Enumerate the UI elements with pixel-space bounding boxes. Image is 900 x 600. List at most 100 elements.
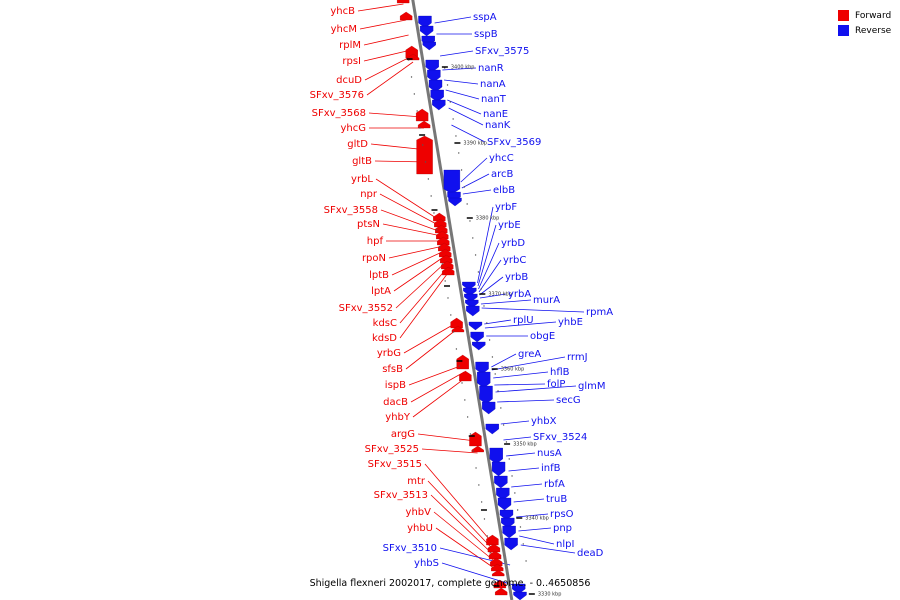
leader-line (366, 61, 414, 96)
leader-line (508, 467, 540, 472)
gene-label-sfxv-3558: SFxv_3558 (324, 205, 378, 216)
gene-label-sfxv-3568: SFxv_3568 (312, 108, 366, 119)
forward-gene-feature (487, 543, 501, 553)
leader-line (451, 124, 486, 143)
reverse-gene-feature (428, 79, 443, 93)
gene-label-lptb: lptB (369, 270, 389, 281)
reverse-gene-feature (513, 591, 527, 600)
gene-label-hflb: hflB (550, 367, 570, 378)
reverse-gene-feature (422, 41, 436, 51)
leader-line (391, 250, 445, 276)
leader-line (379, 193, 441, 227)
reverse-gene-feature (425, 59, 439, 73)
strand-dot (472, 450, 474, 452)
tick-label: 3340 kbp (525, 516, 549, 522)
tick-label: 3360 kbp (501, 367, 525, 373)
strand-dot (427, 178, 430, 180)
leader-line (519, 535, 555, 545)
reverse-gene-feature (470, 331, 484, 343)
strand-dot (410, 76, 413, 78)
gene-label-yhbv: yhbV (406, 507, 432, 518)
strand-dot (441, 263, 444, 265)
leader-line (447, 99, 482, 115)
gene-label-secg: secG (556, 395, 581, 406)
legend-label-reverse: Reverse (855, 25, 892, 36)
reverse-gene-feature (427, 69, 441, 83)
strand-dot (472, 237, 474, 239)
strand-dot (469, 433, 472, 435)
leader-line (462, 189, 492, 195)
leader-line (445, 89, 480, 100)
leader-line (503, 436, 532, 441)
leader-line (494, 383, 546, 386)
forward-gene-feature (399, 11, 413, 21)
gene-label-kdsd: kdsD (372, 333, 397, 344)
strand-dot (483, 305, 485, 307)
leader-line (516, 513, 549, 518)
forward-gene-feature (456, 354, 469, 370)
strand-dot (455, 135, 457, 137)
leader-line (443, 79, 479, 85)
gene-label-glmm: glmM (578, 381, 606, 392)
gene-label-sfxv-3513: SFxv_3513 (374, 490, 428, 501)
forward-gene-feature (492, 569, 505, 577)
leader-line (478, 259, 502, 293)
reverse-gene-feature (472, 341, 486, 351)
strand-dot (461, 382, 463, 384)
gene-label-arcb: arcB (491, 169, 514, 180)
gene-label-yhbu: yhbU (407, 523, 433, 534)
gene-label-yrbc: yrbC (503, 255, 526, 266)
leader-line (500, 420, 530, 425)
reverse-gene-feature (497, 497, 512, 511)
gene-label-nusa: nusA (537, 448, 562, 459)
leader-line (393, 255, 446, 292)
forward-gene-feature (417, 120, 431, 129)
strand-dot (514, 492, 516, 494)
gene-label-yrba: yrbA (508, 289, 531, 300)
gene-label-nana: nanA (480, 79, 506, 90)
gene-label-sfxv-3525: SFxv_3525 (365, 444, 419, 455)
gene-label-sfxv-3515: SFxv_3515 (368, 459, 422, 470)
strand-dot (452, 118, 454, 120)
gene-label-rpsi: rpsI (342, 56, 361, 67)
gene-label-infb: infB (541, 463, 561, 474)
leader-line (442, 67, 477, 71)
reverse-gene-feature (443, 169, 461, 195)
strand-dot (444, 280, 446, 282)
reverse-gene-feature (475, 361, 489, 375)
strand-dot (494, 373, 496, 375)
strand-dot (433, 212, 435, 214)
forward-gene-feature (491, 563, 504, 572)
gene-label-yrbd: yrbD (501, 238, 525, 249)
gene-label-folp: folP (547, 379, 565, 390)
strand-dot (458, 152, 460, 154)
forward-gene-feature (416, 135, 433, 175)
tick-label: 3380 kbp (476, 216, 500, 222)
strand-dot (455, 348, 458, 350)
strand-dot (463, 186, 466, 188)
gene-label-yhby: yhbY (385, 412, 411, 423)
gene-label-rbfa: rbfA (544, 479, 565, 490)
leader-line (417, 433, 476, 442)
gene-label-sfxv-3552: SFxv_3552 (339, 303, 393, 314)
gene-label-sfxv-3524: SFxv_3524 (533, 432, 587, 443)
reverse-gene-feature (418, 15, 432, 29)
strand-dot (489, 552, 491, 554)
gene-label-nanr: nanR (478, 63, 504, 74)
leader-line (481, 307, 585, 313)
gene-label-elbb: elbB (493, 185, 515, 196)
forward-gene-feature (450, 317, 463, 329)
leader-line (461, 173, 490, 189)
gene-label-rrmj: rrmJ (567, 352, 588, 363)
strand-dot (438, 246, 441, 248)
leader-line (513, 498, 545, 503)
gene-label-rpon: rpoN (362, 253, 386, 264)
leader-line (511, 483, 543, 488)
strand-dot (436, 229, 438, 231)
gene-label-yrbe: yrbE (498, 220, 521, 231)
strand-dot (486, 535, 488, 537)
reverse-swatch (838, 25, 849, 36)
strand-dot (466, 416, 469, 418)
reverse-gene-feature (419, 25, 434, 37)
leader-line (363, 34, 409, 46)
